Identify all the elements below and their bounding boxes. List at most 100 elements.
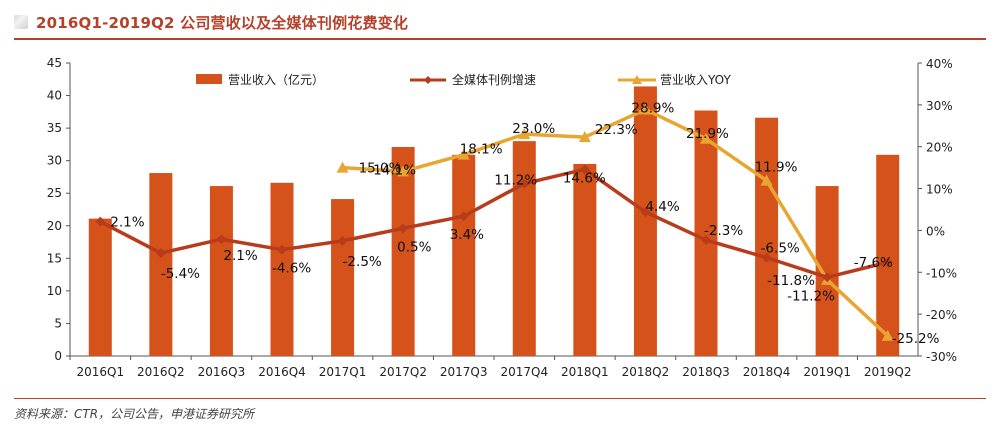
revenue-yoy-data-label: 22.3%: [595, 122, 638, 138]
revenue-yoy-data-label: 18.1%: [460, 142, 503, 158]
title-rule: [14, 38, 986, 40]
revenue-bar: [88, 218, 112, 356]
media-growth-point: [277, 244, 287, 255]
revenue-yoy-data-label: 21.9%: [686, 126, 729, 142]
media-growth-line: [99, 167, 889, 280]
media-growth-point: [640, 207, 651, 218]
right-tick-label: 40%: [926, 57, 953, 71]
legend-label: 营业收入（亿元）: [228, 72, 324, 87]
x-category-label: 2016Q3: [198, 365, 246, 379]
media-growth-data-label: -2.5%: [343, 254, 382, 270]
left-tick-label: 25: [47, 186, 62, 200]
revenue-yoy-point: [881, 329, 894, 341]
revenue-yoy-data-label: 23.0%: [512, 121, 555, 137]
media-growth-data-label: -2.3%: [704, 223, 743, 239]
revenue-yoy-data-label: 15.0%: [359, 161, 402, 177]
media-growth-data-label: -5.4%: [161, 266, 200, 282]
left-tick-label: 35: [47, 121, 62, 135]
revenue-bar: [149, 173, 173, 356]
revenue-yoy-point: [639, 103, 652, 115]
x-category-label: 2016Q4: [258, 365, 306, 379]
revenue-yoy-data-label: -25.2%: [892, 331, 940, 347]
right-tick-label: -20%: [926, 308, 957, 322]
media-growth-data-label: -11.2%: [787, 288, 835, 304]
legend-label: 全媒体刊例增速: [452, 72, 536, 87]
media-growth-point: [337, 235, 348, 246]
footer-rule: [14, 398, 986, 399]
revenue-yoy-point: [700, 132, 712, 144]
media-growth-point: [579, 164, 590, 175]
revenue-yoy-point: [760, 174, 773, 186]
revenue-yoy-line: [342, 107, 889, 338]
x-category-label: 2017Q4: [500, 365, 548, 379]
legend-media-marker: [424, 76, 432, 84]
media-growth-data-label: 11.2%: [494, 173, 537, 189]
left-tick-label: 20: [47, 219, 62, 233]
revenue-yoy-point: [336, 161, 349, 173]
x-category-label: 2018Q4: [743, 365, 791, 379]
media-growth-data-label: -4.6%: [272, 261, 311, 277]
right-tick-label: 20%: [926, 141, 953, 155]
right-tick-label: 10%: [926, 183, 953, 197]
revenue-yoy-point: [457, 148, 470, 160]
right-tick-label: 0%: [926, 224, 945, 238]
x-category-label: 2016Q1: [76, 365, 124, 379]
media-growth-data-label: 2.1%: [223, 248, 257, 264]
left-tick-label: 15: [47, 251, 62, 265]
x-category-label: 2016Q2: [137, 365, 185, 379]
revenue-bar: [694, 110, 718, 356]
legend-label: 营业收入YOY: [660, 73, 731, 87]
media-growth-data-label: 2.1%: [110, 215, 144, 231]
title-logo-mark: [14, 15, 28, 29]
revenue-bar: [391, 146, 415, 356]
media-growth-point: [95, 216, 106, 227]
revenue-bar: [876, 154, 900, 356]
media-growth-point: [155, 248, 166, 259]
left-tick-label: 5: [54, 316, 62, 330]
media-growth-point: [761, 252, 772, 263]
media-growth-data-label: 0.5%: [397, 239, 431, 255]
revenue-yoy-data-label: 11.9%: [755, 160, 798, 176]
revenue-yoy-data-label: 28.9%: [631, 100, 674, 116]
media-growth-data-label: 3.4%: [450, 227, 484, 243]
chart-title: 2016Q1-2019Q2 公司营收以及全媒体刊例花费变化: [36, 13, 409, 32]
media-growth-data-label: 4.4%: [645, 199, 679, 215]
revenue-bar: [452, 154, 476, 356]
left-tick-label: 40: [47, 89, 62, 103]
revenue-bar: [270, 182, 294, 356]
left-tick-label: 45: [47, 56, 62, 70]
legend-yoy-marker: [632, 75, 642, 84]
media-growth-point: [822, 272, 833, 283]
revenue-bar: [633, 86, 657, 356]
revenue-bar: [512, 141, 536, 356]
revenue-yoy-point: [578, 131, 591, 143]
left-tick-label: 30: [47, 154, 62, 168]
x-category-label: 2017Q1: [319, 365, 367, 379]
revenue-yoy-data-label: -11.8%: [767, 273, 815, 289]
x-category-label: 2019Q1: [803, 365, 851, 379]
revenue-bar: [755, 117, 779, 357]
source-note: 资料来源：CTR，公司公告，申港证券研究所: [14, 407, 255, 421]
revenue-yoy-data-label: 14.1%: [373, 162, 416, 178]
x-category-label: 2017Q3: [440, 365, 488, 379]
revenue-yoy-point: [518, 128, 531, 140]
right-tick-label: -30%: [926, 350, 957, 364]
revenue-bar: [209, 186, 233, 356]
media-growth-point: [701, 235, 711, 246]
revenue-bar: [573, 163, 597, 356]
media-growth-point: [216, 234, 227, 245]
left-tick-label: 10: [47, 284, 62, 298]
title-bar: 2016Q1-2019Q2 公司营收以及全媒体刊例花费变化: [14, 10, 408, 34]
legend-bar-swatch: [196, 74, 222, 84]
x-category-label: 2017Q2: [379, 365, 427, 379]
right-tick-label: 30%: [926, 99, 953, 113]
media-growth-data-label: -6.5%: [761, 241, 800, 257]
media-growth-point: [458, 211, 469, 222]
right-tick-label: -10%: [926, 266, 957, 280]
revenue-bar: [815, 186, 839, 356]
x-category-label: 2018Q2: [622, 365, 670, 379]
revenue-yoy-point: [397, 165, 410, 177]
revenue-bar: [331, 199, 355, 356]
left-tick-label: 0: [54, 349, 62, 363]
